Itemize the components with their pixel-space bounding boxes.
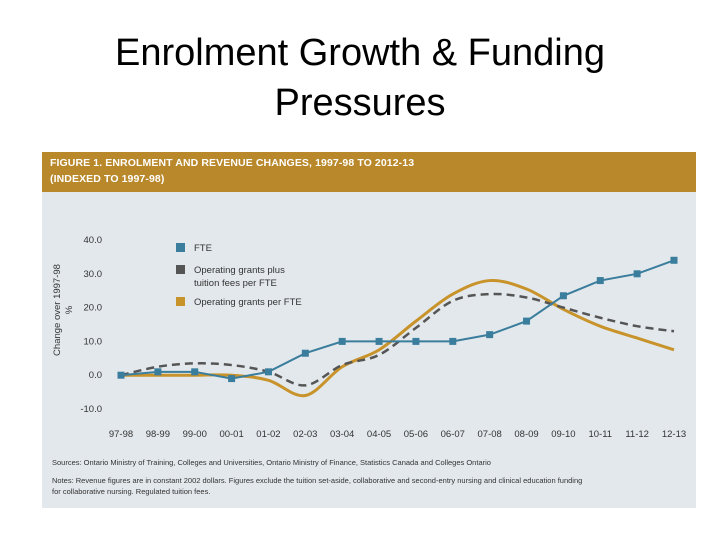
x-tick-label: 10-11 xyxy=(588,429,612,440)
y-tick-label: 30.0 xyxy=(84,269,103,280)
legend-label: Operating grants per FTE xyxy=(194,297,302,308)
fte-marker xyxy=(559,292,567,300)
legend-label: FTE xyxy=(194,243,212,254)
sources-note: Sources: Ontario Ministry of Training, C… xyxy=(52,458,491,467)
y-tick-label: 20.0 xyxy=(84,303,103,314)
y-tick-label: 40.0 xyxy=(84,235,103,246)
legend-label-cont: tuition fees per FTE xyxy=(194,278,277,289)
x-tick-label: 98-99 xyxy=(146,429,170,440)
y-tick-label: -10.0 xyxy=(80,404,102,415)
fte-marker xyxy=(301,349,309,357)
fte-marker xyxy=(375,337,383,345)
y-tick-label: 0.0 xyxy=(89,370,102,381)
x-tick-label: 00-01 xyxy=(219,429,243,440)
x-tick-label: 97-98 xyxy=(109,429,133,440)
notes-line2: for collaborative nursing. Regulated tui… xyxy=(52,487,211,496)
series-1 xyxy=(120,292,675,387)
fte-line xyxy=(120,259,675,380)
figure-title: FIGURE 1. ENROLMENT AND REVENUE CHANGES,… xyxy=(50,157,415,169)
x-tick-label: 03-04 xyxy=(330,429,354,440)
chart-figure: FIGURE 1. ENROLMENT AND REVENUE CHANGES,… xyxy=(42,152,696,508)
fte-marker xyxy=(596,277,604,285)
y-axis-title: Change over 1997-98 % xyxy=(52,264,75,356)
x-tick-label: 05-06 xyxy=(404,429,428,440)
x-tick-label: 04-05 xyxy=(367,429,391,440)
fte-marker xyxy=(633,270,641,278)
fte-marker xyxy=(191,368,199,376)
x-tick-label: 12-13 xyxy=(662,429,686,440)
x-tick-label: 08-09 xyxy=(514,429,538,440)
legend-swatch xyxy=(176,297,185,306)
grants-tuition-line xyxy=(120,292,675,387)
y-axis-label: Change over 1997-98 xyxy=(52,264,63,356)
fte-marker xyxy=(670,256,678,264)
fte-marker xyxy=(264,368,272,376)
x-tick-label: 11-12 xyxy=(625,429,649,440)
slide-title: Enrolment Growth & Funding Pressures xyxy=(0,28,720,128)
fte-marker xyxy=(412,337,420,345)
fte-marker xyxy=(228,375,236,383)
legend-swatch xyxy=(176,243,185,252)
legend-swatch xyxy=(176,265,185,274)
x-tick-label: 99-00 xyxy=(183,429,207,440)
figure-header: FIGURE 1. ENROLMENT AND REVENUE CHANGES,… xyxy=(42,152,696,192)
fte-marker xyxy=(486,331,494,339)
x-tick-label: 09-10 xyxy=(551,429,575,440)
notes-line1: Notes: Revenue figures are in constant 2… xyxy=(52,476,583,485)
x-tick-label: 02-03 xyxy=(293,429,317,440)
fte-marker xyxy=(523,317,531,325)
y-axis-unit: % xyxy=(64,305,75,314)
slide-title-line2: Pressures xyxy=(274,82,446,124)
x-tick-label: 01-02 xyxy=(256,429,280,440)
slide-title-line1: Enrolment Growth & Funding xyxy=(114,32,605,74)
chart-svg: 40.0 30.0 20.0 10.0 0.0 -10.0 97-98 98-99 99-00… xyxy=(52,235,686,440)
fte-marker xyxy=(449,337,457,345)
fte-marker xyxy=(338,337,346,345)
fte-marker xyxy=(154,368,162,376)
series-0 xyxy=(117,256,678,383)
fte-marker xyxy=(117,371,125,379)
x-tick-label: 06-07 xyxy=(441,429,465,440)
legend-label: Operating grants plus xyxy=(194,265,285,276)
y-tick-label: 10.0 xyxy=(84,336,103,347)
figure-subtitle: (INDEXED TO 1997-98) xyxy=(50,173,165,185)
x-tick-label: 07-08 xyxy=(478,429,502,440)
